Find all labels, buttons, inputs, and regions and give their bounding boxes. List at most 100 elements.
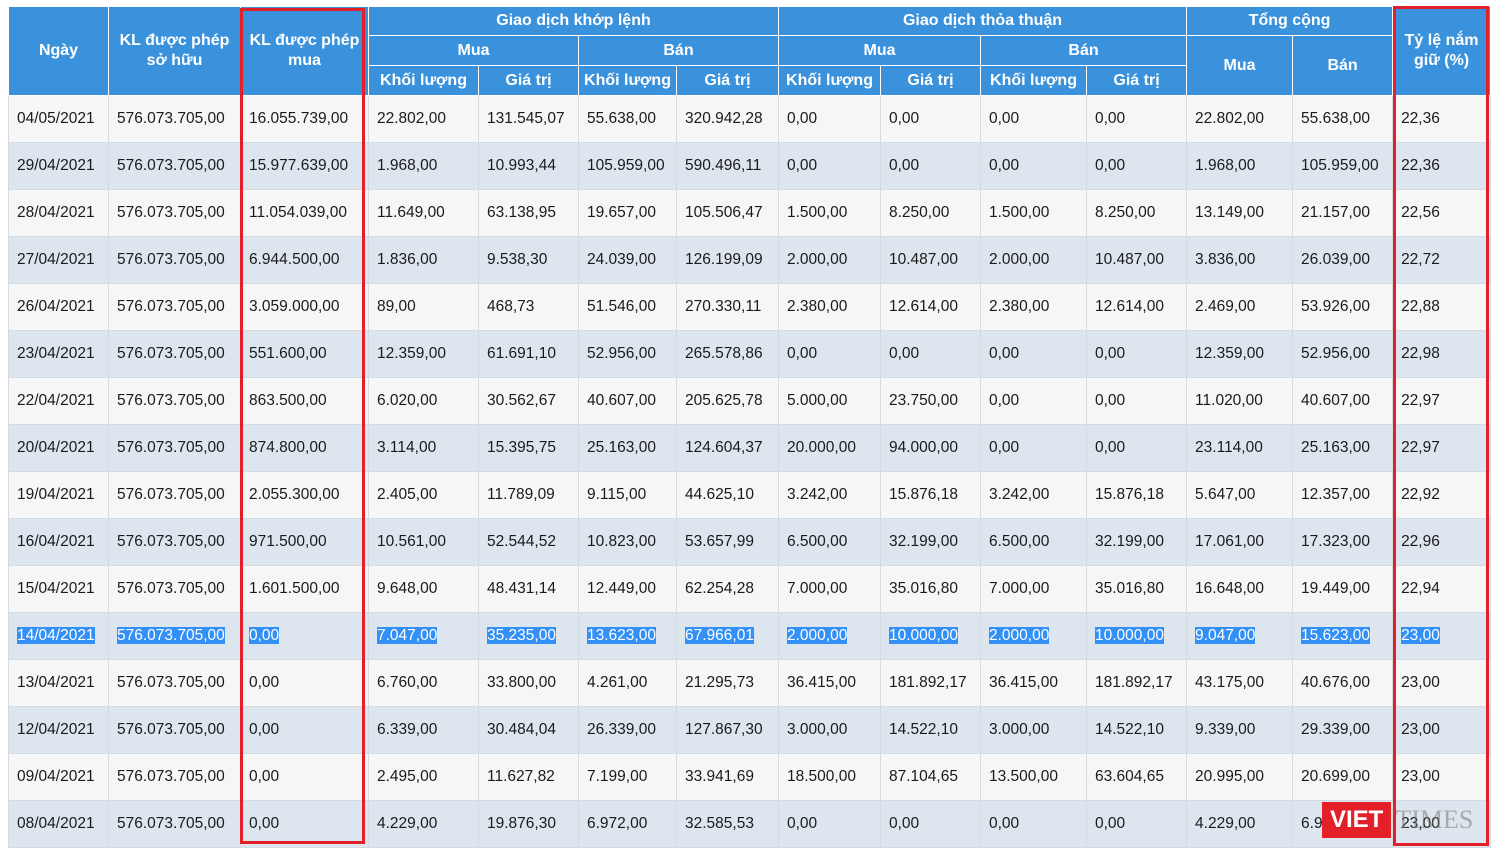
cell-text: 14/04/2021 xyxy=(17,627,95,644)
cell-text: 1.968,00 xyxy=(377,157,437,174)
cell-text: 10.487,00 xyxy=(1095,251,1164,268)
cell-text: 11.789,09 xyxy=(487,486,555,503)
table-cell: 10.823,00 xyxy=(579,519,677,566)
table-row: 22/04/2021576.073.705,00863.500,006.020,… xyxy=(9,378,1491,425)
table-cell: 576.073.705,00 xyxy=(109,707,241,754)
table-cell: 0,00 xyxy=(981,143,1087,190)
table-cell: 61.691,10 xyxy=(479,331,579,378)
cell-text: 43.175,00 xyxy=(1195,674,1264,691)
table-cell: 11.789,09 xyxy=(479,472,579,519)
table-cell: 10.000,00 xyxy=(1087,613,1187,660)
cell-text: 35.016,80 xyxy=(1095,580,1164,597)
header-cell: Khối lượng xyxy=(369,66,479,96)
header-cell: Giá trị xyxy=(479,66,579,96)
table-cell: 3.000,00 xyxy=(981,707,1087,754)
ownership-table: Ngày KL được phép sở hữu KL được phép mu… xyxy=(8,6,1491,848)
cell-text: 15.395,75 xyxy=(487,439,556,456)
table-cell: 11.020,00 xyxy=(1187,378,1293,425)
cell-text: 0,00 xyxy=(989,157,1019,174)
cell-text: 6.972,00 xyxy=(587,815,647,832)
table-cell: 26.039,00 xyxy=(1293,237,1393,284)
cell-text: 2.000,00 xyxy=(787,251,847,268)
cell-text: 468,73 xyxy=(487,298,534,315)
cell-text: 21.295,73 xyxy=(685,674,754,691)
table-cell: 4.229,00 xyxy=(369,801,479,848)
highlight-box xyxy=(1393,6,1489,846)
table-cell: 10.993,44 xyxy=(479,143,579,190)
cell-text: 10.561,00 xyxy=(377,533,446,550)
cell-text: 52.956,00 xyxy=(587,345,656,362)
table-cell: 14.522,10 xyxy=(881,707,981,754)
logo: VIET TIMES xyxy=(1322,800,1473,840)
table-cell: 44.625,10 xyxy=(677,472,779,519)
table-cell: 10.487,00 xyxy=(881,237,981,284)
cell-text: 131.545,07 xyxy=(487,110,565,127)
table-cell: 20.995,00 xyxy=(1187,754,1293,801)
cell-text: 04/05/2021 xyxy=(17,110,95,127)
table-cell: 3.836,00 xyxy=(1187,237,1293,284)
table-cell: 0,00 xyxy=(779,801,881,848)
table-cell: 590.496,11 xyxy=(677,143,779,190)
table-cell: 3.242,00 xyxy=(779,472,881,519)
header-cell: Giao dịch khớp lệnh xyxy=(369,7,779,36)
table-cell: 09/04/2021 xyxy=(9,754,109,801)
cell-text: 0,00 xyxy=(889,815,919,832)
table-cell: 3.000,00 xyxy=(779,707,881,754)
cell-text: 5.647,00 xyxy=(1195,486,1255,503)
cell-text: 25.163,00 xyxy=(587,439,656,456)
cell-text: 35.235,00 xyxy=(487,627,556,644)
header-cell: Bán xyxy=(1293,36,1393,96)
table-cell: 1.500,00 xyxy=(779,190,881,237)
cell-text: 576.073.705,00 xyxy=(117,157,225,174)
table-cell: 0,00 xyxy=(1087,143,1187,190)
table-cell: 16.648,00 xyxy=(1187,566,1293,613)
cell-text: 16.648,00 xyxy=(1195,580,1264,597)
table-cell: 9.047,00 xyxy=(1187,613,1293,660)
table-cell: 29.339,00 xyxy=(1293,707,1393,754)
cell-text: 576.073.705,00 xyxy=(117,110,225,127)
cell-text: 10.487,00 xyxy=(889,251,958,268)
cell-text: 29/04/2021 xyxy=(17,157,95,174)
cell-text: 270.330,11 xyxy=(685,298,761,315)
table-cell: 53.926,00 xyxy=(1293,284,1393,331)
table-row: 26/04/2021576.073.705,003.059.000,0089,0… xyxy=(9,284,1491,331)
table-cell: 15.876,18 xyxy=(881,472,981,519)
table-cell: 9.115,00 xyxy=(579,472,677,519)
cell-text: 2.000,00 xyxy=(989,251,1049,268)
table-cell: 10.561,00 xyxy=(369,519,479,566)
table-cell: 6.972,00 xyxy=(579,801,677,848)
table-cell: 7.000,00 xyxy=(981,566,1087,613)
cell-text: 27/04/2021 xyxy=(17,251,95,268)
cell-text: 1.836,00 xyxy=(377,251,437,268)
table-cell: 0,00 xyxy=(1087,425,1187,472)
cell-text: 576.073.705,00 xyxy=(117,251,225,268)
table-cell: 1.968,00 xyxy=(369,143,479,190)
cell-text: 20.995,00 xyxy=(1195,768,1264,785)
table-row: 20/04/2021576.073.705,00874.800,003.114,… xyxy=(9,425,1491,472)
cell-text: 0,00 xyxy=(989,439,1019,456)
table-row: 12/04/2021576.073.705,000,006.339,0030.4… xyxy=(9,707,1491,754)
table-cell: 94.000,00 xyxy=(881,425,981,472)
cell-text: 62.254,28 xyxy=(685,580,754,597)
table-cell: 576.073.705,00 xyxy=(109,331,241,378)
table-row: 23/04/2021576.073.705,00551.600,0012.359… xyxy=(9,331,1491,378)
table-cell: 32.585,53 xyxy=(677,801,779,848)
table-cell: 2.000,00 xyxy=(779,613,881,660)
table-cell: 20/04/2021 xyxy=(9,425,109,472)
cell-text: 105.959,00 xyxy=(1301,157,1379,174)
table-cell: 21.157,00 xyxy=(1293,190,1393,237)
cell-text: 32.199,00 xyxy=(889,533,958,550)
cell-text: 14.522,10 xyxy=(889,721,958,738)
cell-text: 0,00 xyxy=(787,345,817,362)
table-cell: 2.000,00 xyxy=(779,237,881,284)
cell-text: 40.607,00 xyxy=(587,392,656,409)
cell-text: 2.000,00 xyxy=(989,627,1049,644)
table-cell: 127.867,30 xyxy=(677,707,779,754)
table-cell: 13.500,00 xyxy=(981,754,1087,801)
table-cell: 10.487,00 xyxy=(1087,237,1187,284)
table-cell: 51.546,00 xyxy=(579,284,677,331)
table-cell: 468,73 xyxy=(479,284,579,331)
cell-text: 13/04/2021 xyxy=(17,674,95,691)
cell-text: 15.623,00 xyxy=(1301,627,1370,644)
table-cell: 576.073.705,00 xyxy=(109,96,241,143)
